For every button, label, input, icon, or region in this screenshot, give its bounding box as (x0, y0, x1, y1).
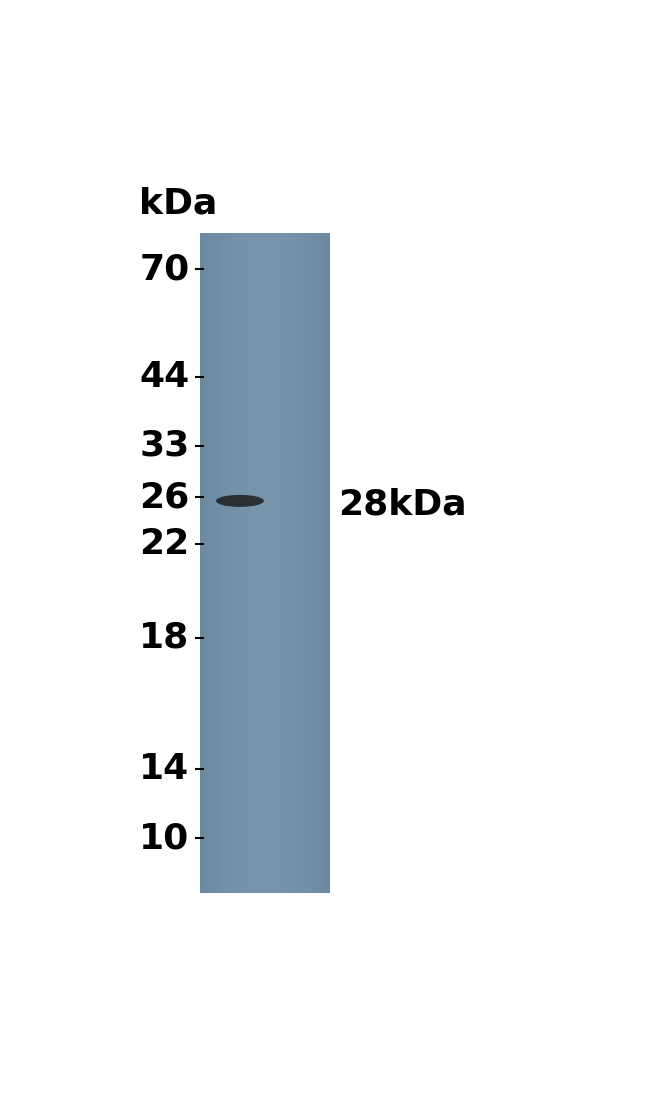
Bar (273, 234, 275, 893)
Bar (206, 234, 208, 893)
Bar (239, 234, 240, 893)
Bar (280, 234, 281, 893)
Ellipse shape (216, 495, 264, 506)
Bar (268, 234, 270, 893)
Bar (307, 234, 309, 893)
Bar (318, 234, 320, 893)
Bar (289, 234, 291, 893)
Bar (299, 234, 301, 893)
Bar (222, 234, 224, 893)
Bar (261, 234, 263, 893)
Bar (202, 234, 203, 893)
Bar (320, 234, 322, 893)
Bar (284, 234, 286, 893)
Bar (221, 234, 223, 893)
Bar (287, 234, 289, 893)
Bar (323, 234, 325, 893)
Bar (326, 234, 328, 893)
Text: 22: 22 (139, 527, 190, 561)
Text: 18: 18 (139, 620, 190, 655)
Bar (281, 234, 283, 893)
Bar (227, 234, 229, 893)
Bar (258, 234, 260, 893)
Bar (205, 234, 207, 893)
Bar (200, 234, 201, 893)
Bar (248, 234, 250, 893)
Bar (200, 234, 328, 893)
Bar (265, 234, 266, 893)
Bar (216, 234, 218, 893)
Text: 26: 26 (139, 481, 190, 514)
Bar (211, 234, 213, 893)
Bar (245, 234, 247, 893)
Bar (257, 234, 259, 893)
Bar (260, 234, 262, 893)
Bar (292, 234, 294, 893)
Bar (244, 234, 246, 893)
Bar (271, 234, 273, 893)
Bar (219, 234, 221, 893)
Bar (203, 234, 205, 893)
Bar (300, 234, 302, 893)
Bar (270, 234, 272, 893)
Bar (266, 234, 268, 893)
Bar (313, 234, 315, 893)
Text: 14: 14 (139, 752, 190, 786)
Bar (237, 234, 239, 893)
Bar (218, 234, 220, 893)
Bar (234, 234, 236, 893)
Bar (286, 234, 288, 893)
Bar (297, 234, 299, 893)
Bar (229, 234, 231, 893)
Bar (328, 234, 330, 893)
Bar (294, 234, 296, 893)
Bar (250, 234, 252, 893)
Bar (322, 234, 324, 893)
Bar (296, 234, 298, 893)
Text: 70: 70 (139, 253, 190, 286)
Bar (312, 234, 314, 893)
Bar (315, 234, 317, 893)
Bar (231, 234, 233, 893)
Bar (278, 234, 280, 893)
Bar (302, 234, 304, 893)
Bar (274, 234, 276, 893)
Bar (309, 234, 311, 893)
Bar (317, 234, 318, 893)
Text: 28kDa: 28kDa (338, 487, 467, 521)
Bar (208, 234, 210, 893)
Bar (213, 234, 214, 893)
Bar (247, 234, 249, 893)
Bar (283, 234, 285, 893)
Bar (276, 234, 278, 893)
Bar (226, 234, 227, 893)
Bar (209, 234, 211, 893)
Bar (310, 234, 312, 893)
Text: kDa: kDa (139, 187, 218, 220)
Bar (254, 234, 255, 893)
Text: 44: 44 (139, 360, 190, 394)
Bar (240, 234, 242, 893)
Bar (325, 234, 327, 893)
Bar (242, 234, 244, 893)
Bar (255, 234, 257, 893)
Bar (232, 234, 234, 893)
Bar (304, 234, 306, 893)
Bar (306, 234, 307, 893)
Bar (252, 234, 254, 893)
Bar (224, 234, 226, 893)
Text: 10: 10 (139, 822, 190, 855)
Text: 33: 33 (139, 429, 190, 463)
Bar (235, 234, 237, 893)
Bar (263, 234, 265, 893)
Bar (214, 234, 216, 893)
Bar (291, 234, 292, 893)
